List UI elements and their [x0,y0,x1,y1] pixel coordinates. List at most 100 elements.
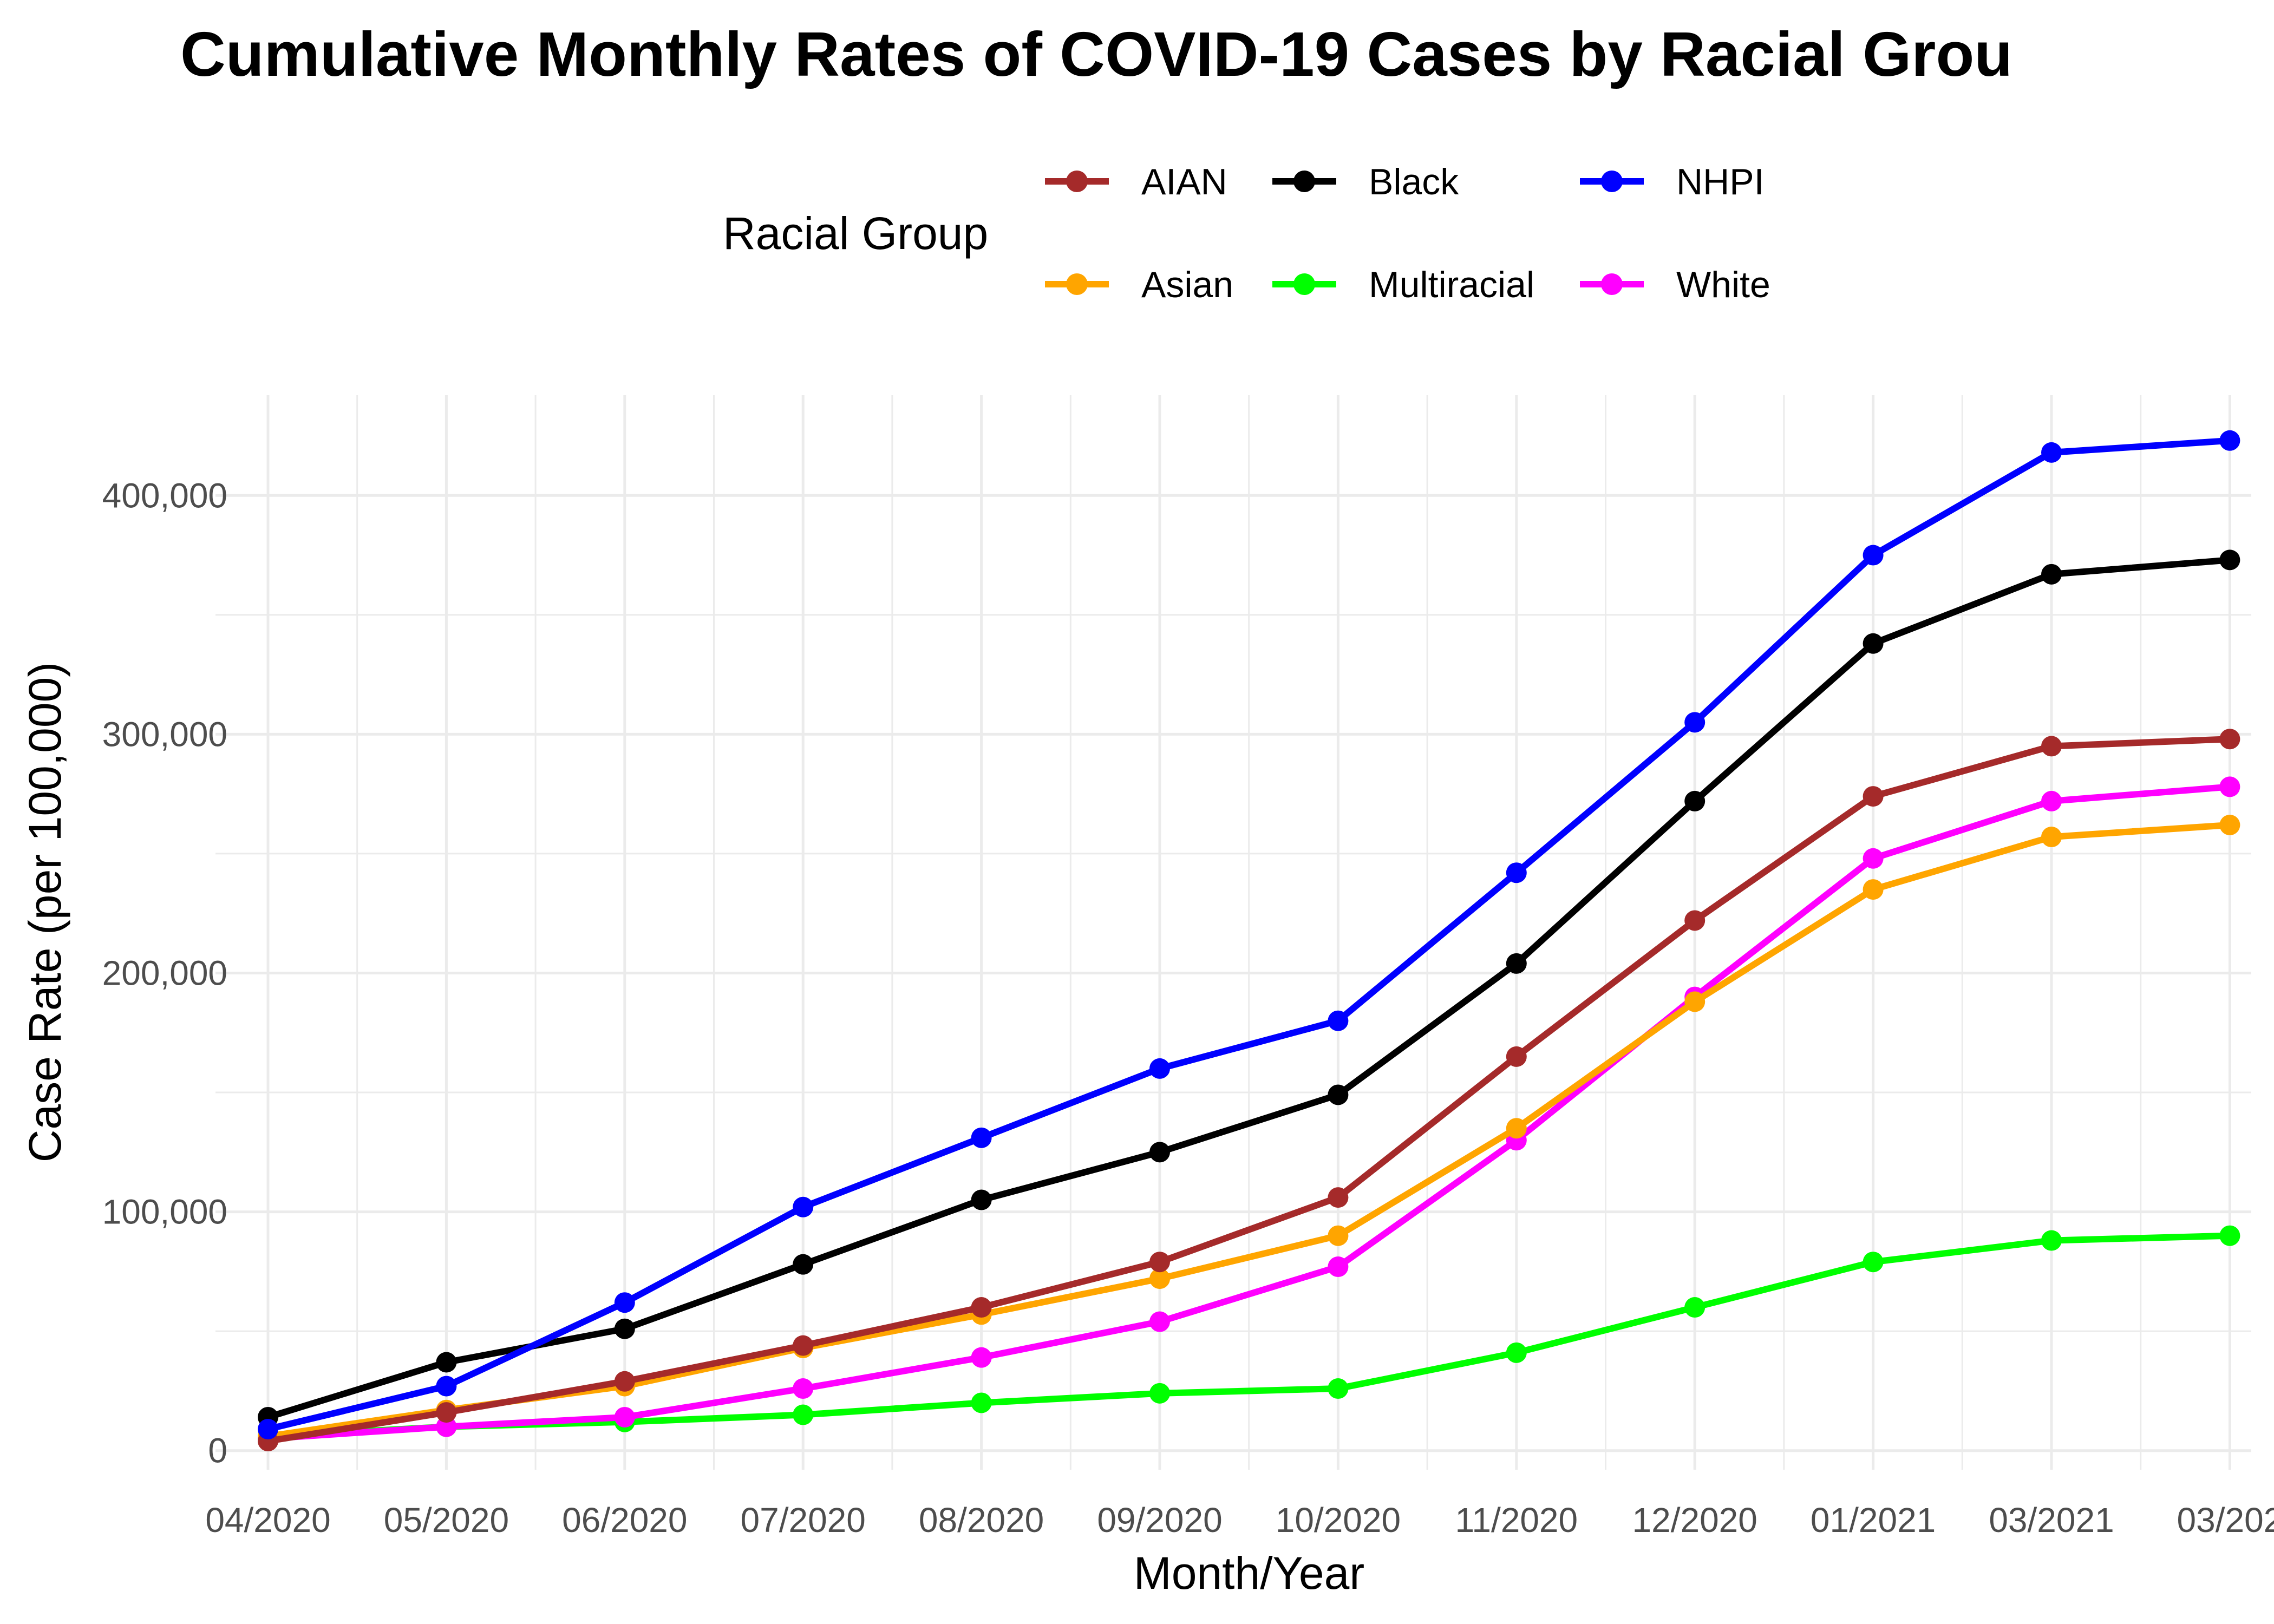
data-point-nhpi [971,1127,992,1148]
data-point-asian [2041,827,2062,848]
data-point-aian [1506,1046,1527,1067]
y-tick-label: 100,000 [102,1193,227,1232]
data-point-aian [1863,786,1884,807]
data-point-white [2041,790,2062,811]
data-point-white [2219,776,2240,797]
data-point-nhpi [614,1292,635,1313]
data-point-nhpi [2219,430,2240,451]
data-point-black [793,1254,814,1275]
x-tick-label: 04/2020 [205,1501,330,1540]
x-tick-label: 11/2020 [1455,1501,1578,1540]
data-point-nhpi [1506,862,1527,883]
legend-item-white: White [1580,264,1770,305]
legend-item-nhpi: NHPI [1580,161,1764,202]
legend-item-black: Black [1272,161,1459,202]
legend-item-asian: Asian [1045,264,1233,305]
series-nhpi [258,430,2240,1440]
data-point-asian [2219,815,2240,835]
y-tick-label: 0 [208,1431,227,1470]
x-axis-ticks: 04/2020 05/2020 06/2020 07/2020 08/2020 09/20… [205,1501,2274,1540]
data-point-black [614,1318,635,1339]
series-black [258,549,2240,1427]
legend-swatch-point [1601,171,1623,192]
legend-swatch-point [1601,273,1623,295]
legend-swatch-point [1293,171,1315,192]
data-point-nhpi [1149,1058,1170,1079]
data-point-nhpi [793,1196,814,1217]
grid [215,395,2251,1470]
series-line-asian [265,822,2233,1440]
data-point-asian [1328,1225,1349,1246]
y-tick-label: 200,000 [102,953,227,992]
legend-swatch-point [1066,273,1088,295]
x-tick-label: 07/2020 [741,1501,866,1540]
y-axis-title: Case Rate (per 100,000) [19,662,70,1163]
y-tick-label: 400,000 [102,476,227,515]
y-tick-label: 300,000 [102,715,227,754]
data-point-nhpi [1863,545,1884,566]
data-point-white [1863,848,1884,869]
data-point-aian [436,1402,457,1423]
data-point-black [971,1189,992,1210]
data-point-aian [2041,736,2062,757]
legend-label: Asian [1141,264,1233,305]
series-line-black [265,556,2233,1420]
data-point-multiracial [2219,1225,2240,1246]
x-tick-label: 06/2020 [562,1501,687,1540]
data-point-multiracial [1506,1342,1527,1363]
data-point-multiracial [1863,1252,1884,1273]
data-point-black [1149,1142,1170,1163]
legend-item-aian: AIAN [1045,161,1227,202]
x-tick-label: 10/2020 [1276,1501,1401,1540]
data-point-nhpi [258,1419,278,1440]
x-axis-title: Month/Year [1134,1548,1365,1599]
data-point-white [793,1378,814,1399]
x-tick-label: 09/2020 [1097,1501,1222,1540]
x-tick-label: 01/2021 [1811,1501,1936,1540]
legend-swatch-point [1066,171,1088,192]
data-point-aian [1149,1252,1170,1273]
data-point-aian [1684,910,1706,931]
legend-title: Racial Group [723,208,988,259]
x-tick-label: 05/2020 [384,1501,509,1540]
series-line-aian [265,736,2233,1445]
data-point-black [1328,1084,1349,1105]
data-point-white [971,1347,992,1368]
data-point-asian [1149,1268,1170,1289]
legend-item-multiracial: Multiracial [1272,264,1534,305]
data-point-black [1506,953,1527,974]
data-point-nhpi [2041,442,2062,463]
data-point-black [1684,790,1706,811]
data-point-black [2041,564,2062,585]
data-point-multiracial [1328,1378,1349,1399]
data-point-aian [793,1335,814,1356]
data-point-white [436,1416,457,1437]
data-point-multiracial [1684,1297,1706,1318]
data-point-multiracial [2041,1230,2062,1251]
legend-label: White [1676,264,1770,305]
x-tick-label: 12/2020 [1632,1501,1757,1540]
data-point-black [2219,549,2240,571]
data-point-black [1863,633,1884,654]
data-point-aian [971,1297,992,1318]
data-point-white [614,1406,635,1427]
data-point-white [1149,1311,1170,1332]
data-point-nhpi [1328,1010,1349,1031]
chart-title: Cumulative Monthly Rates of COVID-19 Cas… [180,19,2012,89]
data-point-aian [1328,1187,1349,1208]
data-point-asian [1684,991,1706,1012]
series-line-nhpi [265,437,2233,1433]
legend: Racial Group AIAN Asian Black Multiracial NH… [723,161,1770,305]
data-point-aian [614,1371,635,1392]
legend-label: Multiracial [1369,264,1534,305]
series-line-white [265,783,2233,1442]
x-tick-label: 03/202 [2177,1501,2274,1540]
x-tick-label: 08/2020 [919,1501,1044,1540]
data-point-multiracial [971,1392,992,1413]
data-point-multiracial [793,1404,814,1425]
data-point-white [1328,1256,1349,1278]
data-point-nhpi [436,1376,457,1397]
data-point-aian [2219,729,2240,750]
data-point-black [436,1352,457,1373]
